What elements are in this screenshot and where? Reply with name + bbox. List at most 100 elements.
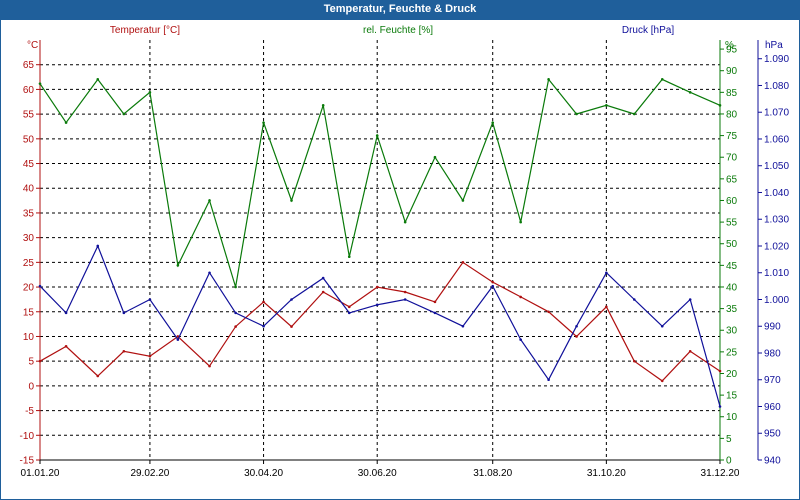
tick-label-right1: 20	[726, 369, 738, 380]
data-point	[148, 298, 152, 301]
tick-label-right1: 35	[726, 304, 738, 315]
tick-label-left: 10	[23, 332, 35, 343]
tick-label-left: 25	[23, 258, 35, 269]
data-point	[633, 112, 636, 116]
tick-label-right2: 1.070	[764, 108, 789, 119]
tick-label-right1: 0	[726, 456, 732, 467]
tick-label-right1: 75	[726, 131, 738, 142]
legend-feuchte: rel. Feuchte [%]	[363, 25, 433, 36]
tick-label-x: 01.01.20	[21, 468, 60, 479]
data-point	[96, 244, 100, 248]
data-point	[519, 295, 522, 299]
tick-label-left: 65	[23, 60, 35, 71]
unit-left: °C	[27, 40, 38, 51]
data-point	[547, 78, 550, 81]
data-point	[290, 199, 293, 202]
data-point	[176, 264, 180, 267]
data-point	[660, 379, 664, 383]
tick-label-right1: 70	[726, 153, 738, 164]
data-point	[375, 285, 379, 289]
legend-temperatur: Temperatur [°C]	[110, 25, 180, 36]
data-point	[262, 324, 265, 328]
tick-label-right2: 1.090	[764, 54, 789, 65]
tick-label-left: 35	[23, 208, 35, 219]
data-point	[148, 91, 152, 94]
data-point	[433, 300, 437, 304]
data-point	[64, 311, 68, 315]
tick-label-x: 30.06.20	[358, 468, 397, 479]
data-point	[491, 284, 495, 288]
data-point	[176, 338, 180, 341]
tick-label-right2: 940	[764, 456, 781, 467]
data-point	[605, 305, 608, 309]
data-point	[290, 325, 293, 328]
data-point	[321, 104, 325, 107]
data-point	[718, 405, 722, 408]
tick-label-x: 31.08.20	[473, 468, 512, 479]
unit-right1: %	[725, 40, 734, 51]
data-point	[519, 338, 522, 341]
data-point	[519, 220, 522, 224]
tick-label-right2: 1.000	[764, 295, 789, 306]
tick-label-right2: 970	[764, 375, 781, 386]
data-point	[547, 310, 550, 314]
data-point	[575, 112, 578, 116]
tick-label-left: 55	[23, 110, 35, 121]
data-point	[660, 324, 664, 328]
data-point	[347, 255, 351, 259]
data-point	[403, 298, 407, 301]
data-point	[547, 378, 550, 382]
data-point	[575, 335, 578, 338]
tick-label-left: 45	[23, 159, 35, 170]
data-point	[96, 374, 100, 378]
data-point	[321, 290, 325, 294]
series-temperatur-line	[39, 261, 721, 382]
tick-label-right1: 65	[726, 174, 738, 185]
data-point	[38, 359, 42, 363]
data-point	[122, 112, 126, 116]
data-point	[290, 298, 293, 301]
data-point	[208, 364, 211, 368]
window-title: Temperatur, Feuchte & Druck	[323, 3, 477, 15]
tick-label-right1: 80	[726, 109, 738, 120]
tick-label-right1: 95	[726, 45, 738, 56]
tick-label-right1: 30	[726, 326, 738, 337]
data-point	[208, 199, 211, 202]
tick-label-right1: 50	[726, 239, 738, 250]
data-point	[262, 121, 265, 124]
tick-label-right1: 5	[726, 434, 732, 445]
data-point	[688, 349, 692, 353]
tick-label-right1: 90	[726, 66, 738, 77]
tick-label-right1: 25	[726, 347, 738, 358]
tick-label-left: -5	[25, 406, 34, 417]
unit-right2: hPa	[765, 40, 783, 51]
tick-label-right2: 960	[764, 402, 781, 413]
series-feuchte-line	[39, 78, 721, 288]
tick-label-right2: 1.050	[764, 161, 789, 172]
data-point	[64, 121, 68, 124]
data-point	[148, 354, 152, 358]
tick-label-x: 31.12.20	[701, 468, 740, 479]
tick-label-right1: 55	[726, 218, 738, 229]
series-druck-line	[39, 244, 721, 407]
tick-label-left: 5	[28, 357, 34, 368]
data-point	[605, 271, 608, 275]
data-point	[575, 324, 578, 328]
data-point	[64, 345, 68, 348]
tick-label-right2: 1.060	[764, 134, 789, 145]
data-point	[633, 359, 636, 363]
data-point	[96, 78, 100, 81]
tick-label-left: 0	[28, 381, 34, 392]
tick-label-left: 40	[23, 184, 35, 195]
data-point	[122, 311, 126, 315]
data-point	[605, 104, 608, 107]
data-point	[347, 305, 351, 309]
data-point	[38, 284, 42, 288]
data-point	[262, 300, 265, 304]
data-point	[433, 155, 437, 159]
tick-label-x: 29.02.20	[130, 468, 169, 479]
data-point	[375, 134, 379, 137]
data-point	[38, 82, 42, 85]
tick-label-right1: 45	[726, 261, 738, 272]
